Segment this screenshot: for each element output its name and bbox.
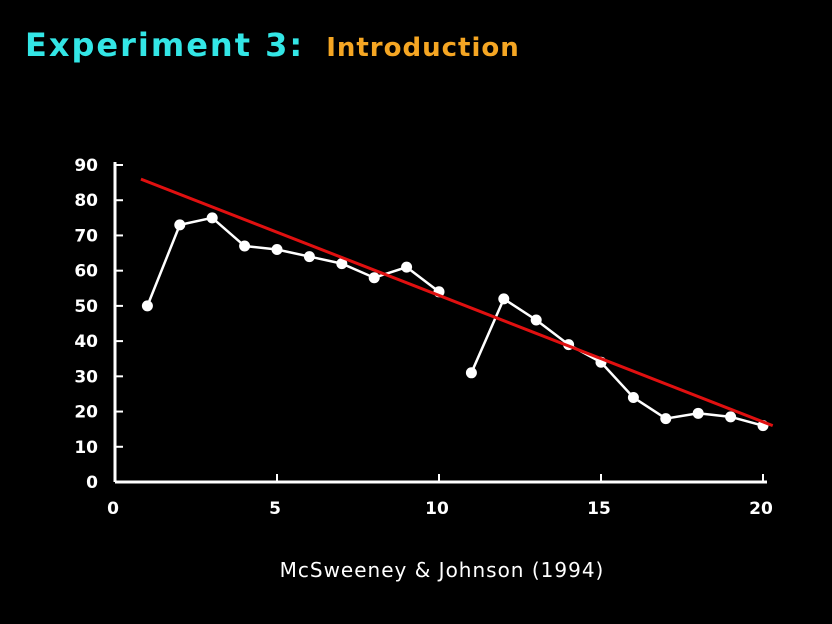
data-point [206,212,218,224]
data-point [627,391,639,403]
data-point [498,293,510,305]
series-line-segment-2 [470,296,764,427]
y-tick-label: 50 [74,297,98,317]
data-point [465,367,477,379]
y-tick-label: 20 [74,403,98,423]
slide-subtitle: Introduction [326,33,520,63]
x-tick-label: 5 [269,499,281,519]
x-tick-label: 15 [587,499,611,519]
data-point [368,272,380,284]
chart-series [141,212,769,432]
data-point [660,413,672,425]
x-tick-label: 10 [425,499,449,519]
data-point [174,219,186,231]
y-tick-label: 80 [74,191,98,211]
y-tick-label: 90 [74,156,98,176]
slide-title: Experiment 3: [25,26,305,64]
y-tick-label: 0 [86,473,98,493]
y-tick-label: 30 [74,367,98,387]
x-tick-label: 0 [107,499,119,519]
data-point [303,251,315,263]
data-point [692,407,704,419]
trend-line [140,177,774,428]
y-tick-label: 10 [74,438,98,458]
data-point [336,258,348,270]
data-point [530,314,542,326]
data-point [239,240,251,252]
data-point [401,261,413,273]
series-line-segment-1 [146,216,440,307]
slide-title-row: Experiment 3: Introduction [25,26,520,64]
chart-trend [140,177,774,428]
data-point [271,244,283,256]
x-tick-label: 20 [749,499,773,519]
data-point [141,300,153,312]
y-tick-label: 60 [74,262,98,282]
citation: McSweeney & Johnson (1994) [279,558,605,582]
y-tick-label: 40 [74,332,98,352]
data-point [725,411,737,423]
y-tick-label: 70 [74,226,98,246]
chart-axes: 0 10 20 30 40 50 60 70 80 90 0 5 10 15 20 [74,156,773,519]
